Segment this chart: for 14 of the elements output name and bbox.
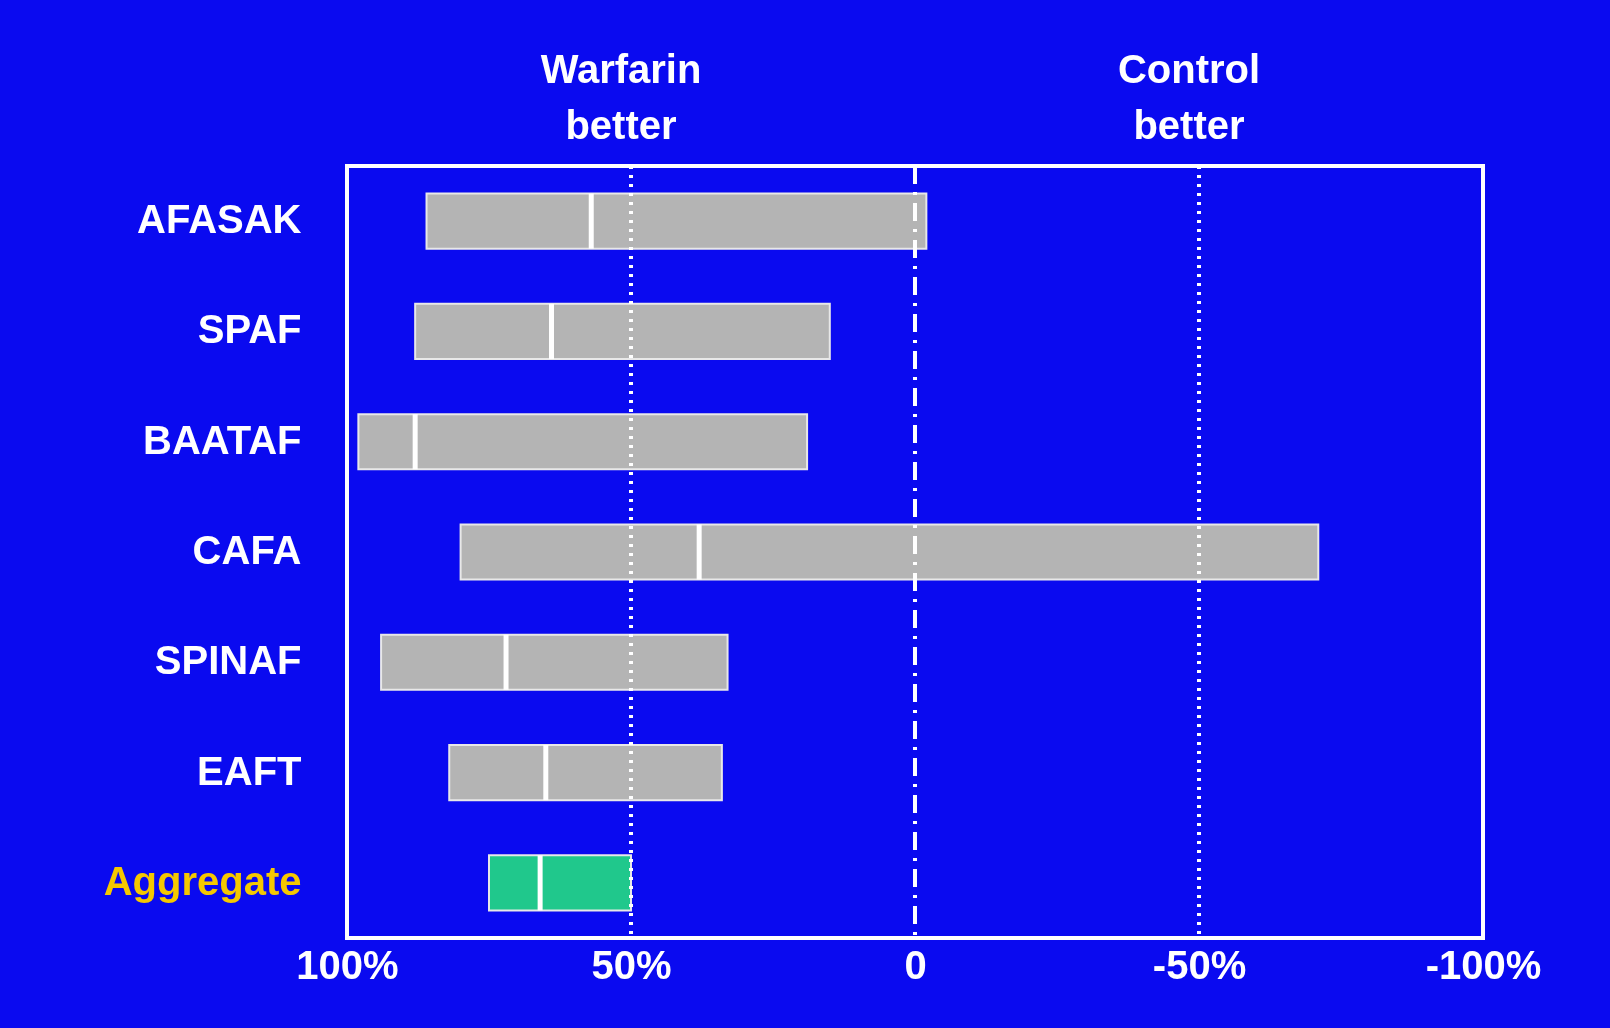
y-tick-label: BAATAF xyxy=(143,417,302,462)
y-tick-label: CAFA xyxy=(192,528,302,572)
y-tick-label: Aggregate xyxy=(103,858,302,903)
x-tick-label: 0 xyxy=(904,942,927,987)
x-tick-label: -100% xyxy=(1425,942,1542,987)
y-tick-label: SPINAF xyxy=(154,638,302,683)
text: Control better xyxy=(1117,47,1261,147)
y-tick-label: SPAF xyxy=(197,307,302,352)
x-tick-label: 50% xyxy=(591,942,672,987)
y-tick-label: EAFT xyxy=(197,748,302,793)
text: Warfarin better xyxy=(540,47,702,147)
x-tick-label: 100% xyxy=(296,942,399,987)
x-tick-label: -50% xyxy=(1152,942,1247,987)
y-tick-label: AFASAK xyxy=(137,197,302,242)
